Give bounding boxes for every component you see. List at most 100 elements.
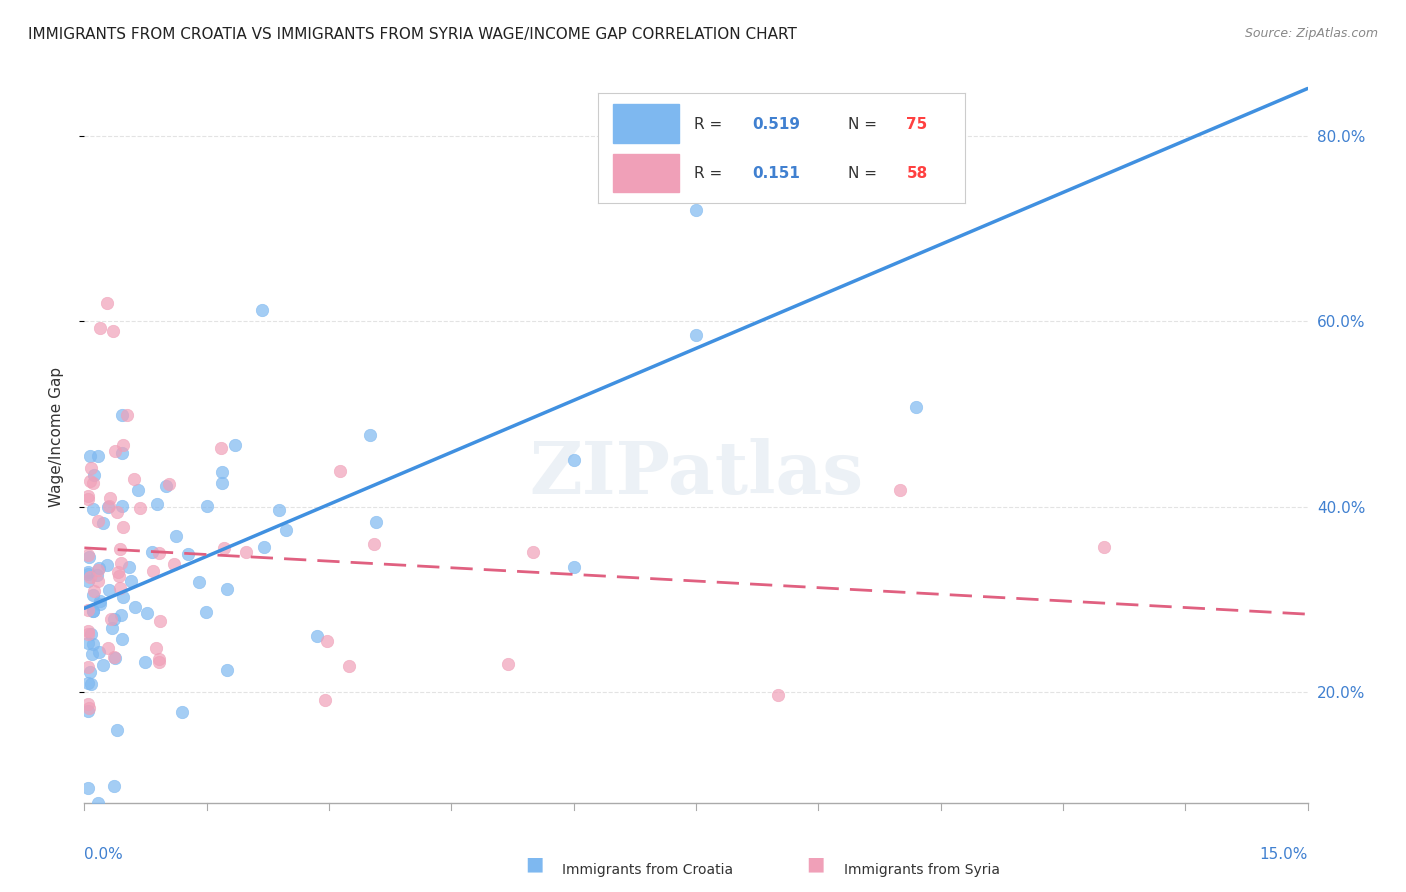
- Text: ■: ■: [524, 855, 544, 873]
- Point: [314, 693, 336, 707]
- Point: [157, 477, 180, 491]
- Point: [211, 476, 233, 491]
- Point: [307, 629, 329, 643]
- Point: [77, 603, 100, 617]
- Point: [172, 705, 194, 719]
- Point: [522, 545, 544, 559]
- Point: [80, 627, 103, 641]
- Point: [97, 500, 120, 514]
- Point: [103, 649, 125, 664]
- Point: [77, 574, 100, 589]
- Point: [274, 523, 297, 537]
- Point: [86, 567, 108, 582]
- Point: [128, 500, 150, 515]
- Point: [97, 641, 120, 656]
- Point: [105, 505, 128, 519]
- Point: [111, 590, 134, 604]
- Point: [110, 499, 132, 513]
- Point: [364, 516, 387, 530]
- Point: [111, 438, 134, 452]
- Point: [80, 647, 103, 661]
- Point: [905, 400, 928, 414]
- Point: [363, 537, 385, 551]
- Point: [337, 659, 360, 673]
- Point: [110, 608, 132, 623]
- Point: [142, 564, 165, 578]
- Point: [134, 655, 156, 669]
- Point: [562, 560, 585, 574]
- Point: [77, 549, 100, 563]
- Point: [498, 657, 520, 671]
- Point: [250, 303, 273, 318]
- Y-axis label: Wage/Income Gap: Wage/Income Gap: [49, 367, 63, 508]
- Point: [93, 657, 115, 672]
- Point: [82, 475, 104, 490]
- Point: [329, 464, 352, 478]
- Point: [77, 704, 100, 718]
- Point: [136, 607, 159, 621]
- Point: [124, 600, 146, 615]
- Text: Source: ZipAtlas.com: Source: ZipAtlas.com: [1244, 27, 1378, 40]
- Point: [82, 588, 104, 602]
- Point: [105, 723, 128, 738]
- Point: [148, 652, 170, 666]
- Point: [107, 569, 129, 583]
- Point: [766, 688, 789, 702]
- Point: [127, 483, 149, 498]
- Point: [359, 427, 381, 442]
- Point: [103, 612, 125, 626]
- Point: [101, 324, 124, 338]
- Point: [98, 583, 121, 598]
- Point: [110, 557, 132, 571]
- Point: [82, 637, 104, 651]
- Point: [235, 545, 257, 559]
- Point: [100, 612, 122, 626]
- Point: [211, 465, 233, 479]
- Point: [77, 698, 100, 712]
- Point: [111, 520, 134, 534]
- Point: [212, 541, 235, 556]
- Point: [103, 779, 125, 793]
- Point: [79, 569, 101, 583]
- Point: [89, 594, 111, 608]
- Point: [77, 675, 100, 690]
- Text: Immigrants from Syria: Immigrants from Syria: [844, 863, 1000, 877]
- Point: [115, 408, 138, 422]
- Point: [215, 582, 238, 597]
- Point: [187, 575, 209, 590]
- Point: [111, 632, 134, 647]
- Text: Immigrants from Croatia: Immigrants from Croatia: [562, 863, 734, 877]
- Point: [253, 540, 276, 554]
- Point: [91, 516, 114, 530]
- Point: [848, 118, 870, 132]
- Point: [77, 660, 100, 674]
- Point: [194, 605, 217, 619]
- Point: [101, 622, 124, 636]
- Point: [79, 474, 101, 488]
- Point: [87, 574, 110, 589]
- Point: [163, 558, 186, 572]
- Point: [122, 472, 145, 486]
- Point: [120, 574, 142, 589]
- Text: 0.0%: 0.0%: [84, 847, 124, 862]
- Point: [87, 796, 110, 810]
- Point: [118, 559, 141, 574]
- Point: [79, 665, 101, 679]
- Point: [108, 581, 131, 595]
- Point: [77, 780, 100, 795]
- Point: [685, 328, 707, 343]
- Point: [685, 203, 707, 218]
- Point: [96, 295, 118, 310]
- Point: [209, 441, 232, 455]
- Point: [77, 489, 100, 503]
- Point: [79, 461, 101, 475]
- Point: [111, 446, 134, 460]
- Point: [77, 636, 100, 650]
- Point: [82, 502, 104, 516]
- Point: [98, 491, 121, 505]
- Point: [89, 645, 111, 659]
- Point: [148, 655, 170, 669]
- Point: [89, 560, 111, 574]
- Point: [82, 604, 104, 618]
- Point: [82, 604, 104, 618]
